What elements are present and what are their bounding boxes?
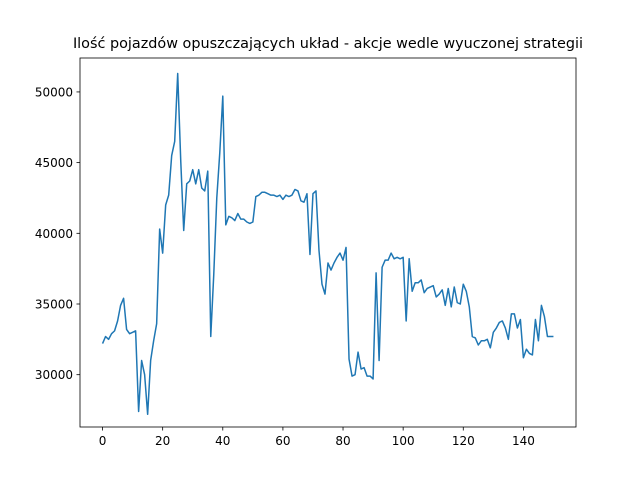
y-axis: 30000 35000 40000 45000 50000 [35,85,80,382]
y-tick-label: 45000 [35,156,73,170]
chart-title: Ilość pojazdów opuszczających układ - ak… [73,36,583,52]
x-tick-label: 140 [512,434,535,448]
x-axis: 0 20 40 60 80 100 120 140 [99,427,535,448]
y-tick-label: 50000 [35,85,73,99]
x-tick-label: 20 [155,434,170,448]
x-tick-label: 40 [215,434,230,448]
series-line-0 [101,72,554,416]
plot-area [101,72,554,416]
x-tick-label: 60 [275,434,290,448]
x-tick-label: 0 [99,434,107,448]
axes-frame [79,57,577,428]
y-tick-label: 30000 [35,368,73,382]
x-tick-label: 80 [335,434,350,448]
x-tick-label: 120 [452,434,475,448]
y-tick-label: 40000 [35,227,73,241]
x-tick-label: 100 [392,434,415,448]
y-tick-label: 35000 [35,298,73,312]
